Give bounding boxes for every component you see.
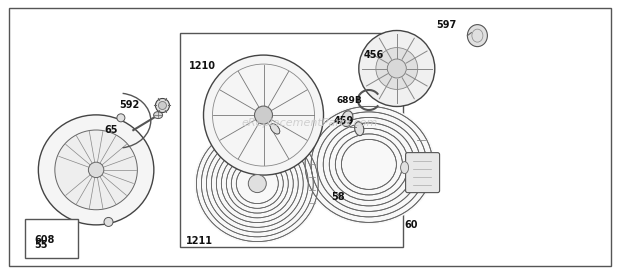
Ellipse shape — [156, 98, 169, 113]
FancyBboxPatch shape — [9, 8, 611, 266]
Text: eReplacementParts.com: eReplacementParts.com — [242, 118, 378, 128]
Ellipse shape — [104, 218, 113, 226]
FancyBboxPatch shape — [405, 153, 440, 193]
Text: 1211: 1211 — [186, 236, 213, 246]
Ellipse shape — [55, 130, 138, 210]
Ellipse shape — [303, 104, 435, 224]
Text: 597: 597 — [436, 20, 457, 30]
Ellipse shape — [342, 111, 353, 127]
Ellipse shape — [248, 175, 267, 193]
Ellipse shape — [38, 115, 154, 225]
Ellipse shape — [376, 48, 418, 89]
Ellipse shape — [254, 106, 273, 124]
FancyBboxPatch shape — [180, 33, 403, 247]
Ellipse shape — [355, 122, 364, 136]
Ellipse shape — [194, 124, 321, 244]
Ellipse shape — [467, 25, 487, 47]
Text: 1210: 1210 — [189, 61, 216, 71]
Text: 65: 65 — [104, 125, 118, 135]
Ellipse shape — [89, 162, 104, 178]
Ellipse shape — [159, 101, 166, 110]
Text: 592: 592 — [119, 101, 140, 110]
Ellipse shape — [270, 124, 280, 134]
FancyBboxPatch shape — [25, 219, 78, 258]
Text: 459: 459 — [334, 116, 354, 125]
Ellipse shape — [117, 114, 125, 122]
Ellipse shape — [154, 112, 162, 119]
Text: 58: 58 — [332, 192, 345, 202]
Text: 55: 55 — [34, 240, 48, 250]
Ellipse shape — [388, 59, 406, 78]
Text: 689B: 689B — [336, 96, 362, 104]
Ellipse shape — [203, 55, 324, 175]
Text: 456: 456 — [363, 50, 384, 60]
Ellipse shape — [270, 124, 280, 134]
Text: 608: 608 — [34, 235, 55, 245]
Text: 60: 60 — [404, 220, 418, 230]
Ellipse shape — [401, 162, 409, 174]
Ellipse shape — [359, 30, 435, 107]
